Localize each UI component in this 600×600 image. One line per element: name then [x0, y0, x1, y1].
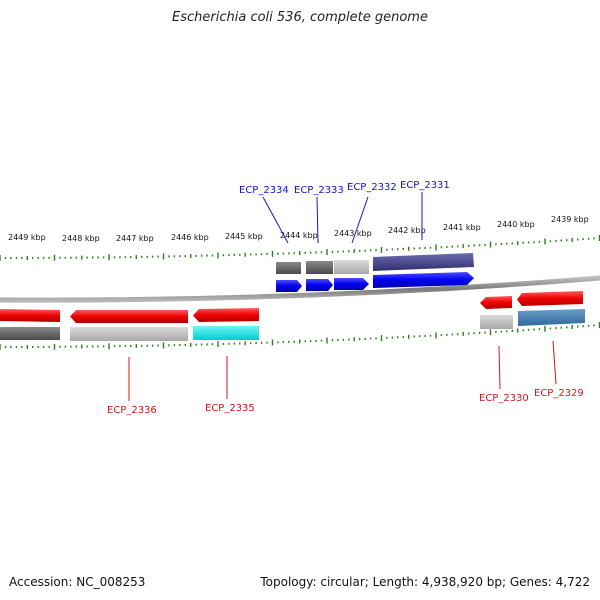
accession-text: Accession: NC_008253: [9, 575, 146, 589]
scale-label: 2449 kbp: [8, 233, 46, 242]
gene-arrow-ecp-2334[interactable]: [276, 280, 302, 292]
scale-label: 2443 kbp: [334, 229, 372, 238]
reverse-leaders: [128, 340, 557, 401]
feature-block[interactable]: [480, 315, 513, 329]
feature-block[interactable]: [70, 327, 188, 341]
forward-leaders: [262, 192, 423, 244]
gene-label-ecp-2330[interactable]: ECP_2330: [479, 393, 529, 404]
genome-title: Escherichia coli 536, complete genome: [172, 10, 428, 25]
feature-block[interactable]: [0, 327, 60, 340]
scale-label: 2440 kbp: [497, 220, 535, 229]
scale-label: 2446 kbp: [171, 233, 209, 242]
feature-track-top: [276, 253, 474, 274]
scale-ticks-bottom: [0, 322, 600, 350]
feature-track-bottom: [0, 309, 585, 341]
gene-arrow-ecp-2335[interactable]: [193, 308, 259, 322]
gene-arrow-ecp-2336[interactable]: [70, 310, 188, 323]
reverse-gene-labels: ECP_2336 ECP_2335 ECP_2330 ECP_2329: [107, 388, 584, 416]
gene-label-ecp-2332[interactable]: ECP_2332: [347, 182, 397, 193]
scale-label: 2444 kbp: [280, 231, 318, 240]
feature-block[interactable]: [276, 262, 301, 274]
scale-ticks-top: [0, 235, 600, 261]
scale-label: 2441 kbp: [443, 223, 481, 232]
gene-arrow-ecp-2329[interactable]: [517, 291, 583, 306]
gene-arrow-left-edge[interactable]: [0, 309, 60, 322]
scale-label: 2447 kbp: [116, 234, 154, 243]
gene-label-ecp-2336[interactable]: ECP_2336: [107, 405, 157, 416]
feature-block[interactable]: [373, 253, 474, 271]
gene-label-ecp-2335[interactable]: ECP_2335: [205, 403, 255, 414]
topology-text: Topology: circular; Length: 4,938,920 bp…: [260, 575, 590, 589]
gene-arrow-ecp-2330[interactable]: [480, 296, 512, 309]
feature-block[interactable]: [193, 326, 259, 340]
genome-backbone: [0, 275, 600, 303]
feature-block[interactable]: [334, 260, 369, 274]
gene-label-ecp-2333[interactable]: ECP_2333: [294, 185, 344, 196]
scale-label: 2439 kbp: [551, 215, 589, 224]
gene-arrow-ecp-2333[interactable]: [306, 279, 333, 291]
forward-gene-labels: ECP_2334 ECP_2333 ECP_2332 ECP_2331: [239, 180, 450, 196]
gene-arrow-ecp-2332[interactable]: [334, 278, 369, 290]
gene-label-ecp-2329[interactable]: ECP_2329: [534, 388, 584, 399]
scale-label: 2445 kbp: [225, 232, 263, 241]
scale-label: 2448 kbp: [62, 234, 100, 243]
feature-block[interactable]: [518, 309, 585, 326]
scale-labels: 2449 kbp 2448 kbp 2447 kbp 2446 kbp 2445…: [8, 215, 589, 243]
feature-block[interactable]: [306, 261, 333, 274]
scale-label: 2442 kbp: [388, 226, 426, 235]
reverse-genes: [0, 291, 583, 323]
gene-label-ecp-2331[interactable]: ECP_2331: [400, 180, 450, 191]
gene-label-ecp-2334[interactable]: ECP_2334: [239, 185, 289, 196]
gene-arrow-ecp-2331[interactable]: [373, 272, 474, 288]
forward-genes: [276, 272, 474, 292]
